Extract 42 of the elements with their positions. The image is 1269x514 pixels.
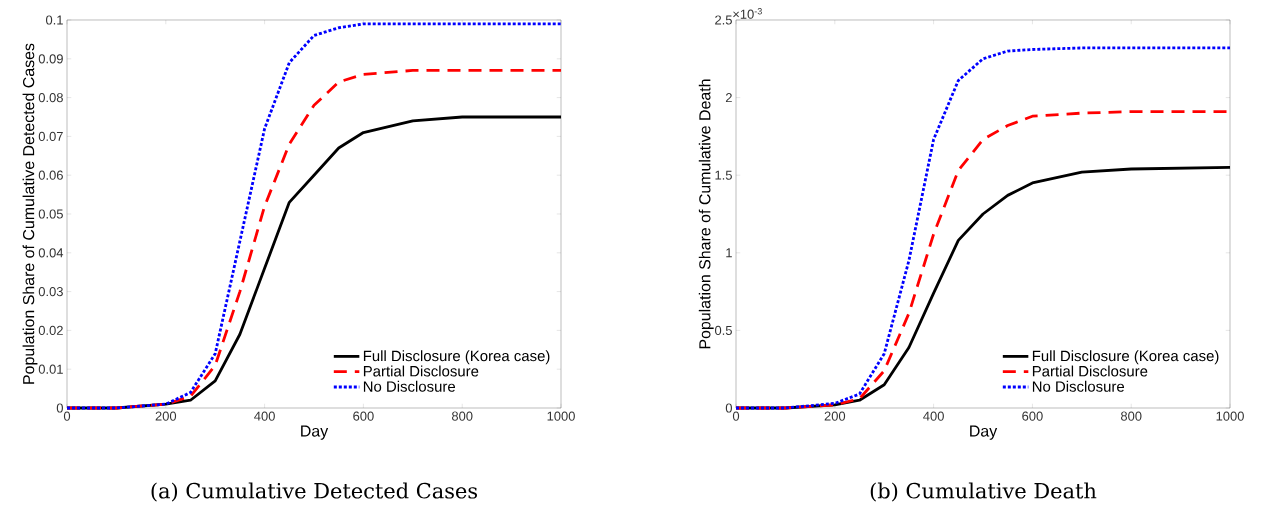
x-tick-label: 400 [923, 411, 944, 421]
y-tick-label: 0.5 [714, 325, 732, 335]
y-tick-label: 0.06 [38, 170, 63, 180]
y-tick-label: 0.1 [45, 15, 63, 25]
x-tick-label: 1000 [547, 411, 575, 421]
y-tick-label: 0.03 [38, 287, 63, 297]
legend-label: No Disclosure [363, 380, 456, 392]
legend-label: Full Disclosure (Korea case) [1032, 350, 1219, 365]
x-tick-label: 800 [1120, 411, 1142, 421]
y-tick-label: 0 [56, 403, 63, 413]
y-tick-label: 0.09 [38, 54, 63, 64]
x-tick-label: 800 [451, 411, 473, 421]
y-tick-label: 2 [725, 93, 732, 103]
y-tick-label: 0.07 [38, 131, 63, 141]
text: (a) Cumulative Detected Cases [151, 482, 478, 502]
x-tick-label: 600 [353, 411, 374, 421]
x-tick-label: 0 [732, 411, 740, 421]
x-tick-label: 200 [824, 411, 846, 421]
x-tick-label: 1000 [1216, 411, 1244, 421]
y-tick-label: 0.05 [38, 209, 63, 219]
x-axis-title: Day [301, 425, 329, 440]
x-tick-label: 400 [254, 411, 275, 421]
y-tick-label: 0.01 [38, 364, 63, 374]
y-tick-label: 1 [726, 248, 732, 258]
y-tick-label: 1.5 [715, 170, 732, 180]
y-tick-label: 0.02 [38, 325, 63, 335]
x-tick-label: 600 [1022, 411, 1043, 421]
legend-label: Full Disclosure (Korea case) [363, 350, 550, 365]
y-axis-title: Population Share of Cumulative Death [698, 79, 714, 349]
y-tick-label: 0.08 [38, 93, 63, 103]
y-tick-label: 2.5 [715, 15, 732, 25]
legend-label: Partial Disclosure [363, 365, 479, 377]
y-tick-label: 0.04 [38, 248, 64, 258]
text: (b) Cumulative Death [870, 482, 1097, 502]
x-axis-title: Day [970, 425, 998, 440]
y-tick-label: 0 [725, 403, 732, 413]
x-tick-label: 200 [155, 411, 177, 421]
legend-label: No Disclosure [1032, 380, 1125, 392]
y-axis-title: Population Share of Cumulative Detected Cases [22, 43, 38, 384]
text: ×10$^{-3}$ [733, 8, 762, 19]
x-tick-label: 0 [63, 411, 71, 421]
legend-label: Partial Disclosure [1032, 365, 1148, 377]
